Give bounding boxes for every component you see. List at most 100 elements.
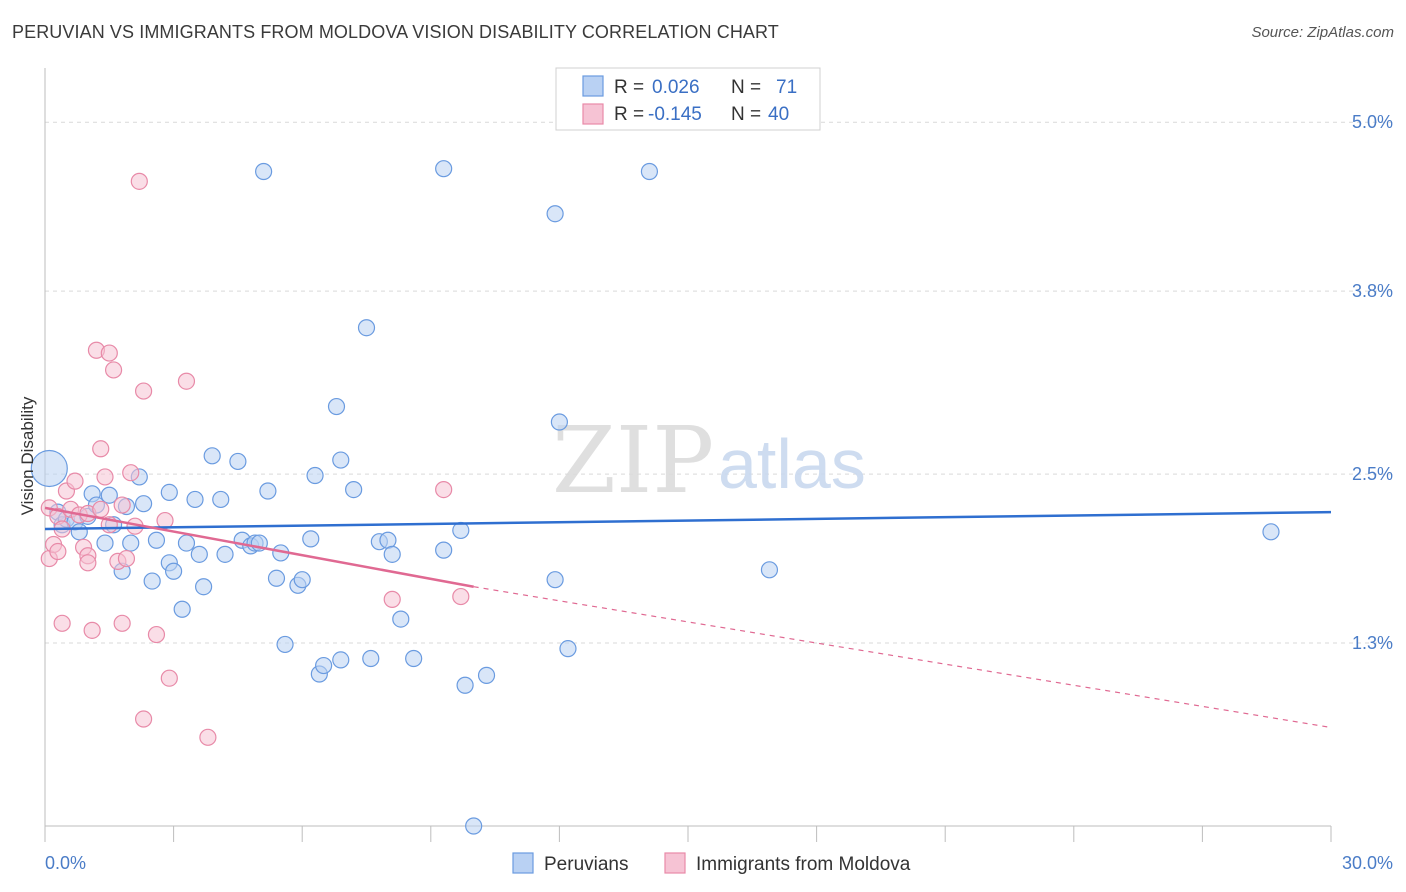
legend-r-label-blue: R = [614, 77, 644, 98]
point-peruvian-14 [122, 534, 140, 552]
point-peruvian-42 [302, 530, 320, 548]
point-peruvian-69 [1262, 523, 1280, 541]
point-peruvian-66 [559, 640, 577, 658]
point-peruvian-68 [760, 561, 779, 579]
source-label: Source: ZipAtlas.com [1251, 24, 1394, 41]
point-peruvian-21 [165, 562, 183, 580]
y-tick-label-0: 1.3% [1352, 633, 1393, 653]
point-peruvian-27 [203, 447, 221, 465]
point-moldova-4 [49, 542, 67, 561]
point-moldova-13 [83, 621, 101, 639]
chart-title: PERUVIAN VS IMMIGRANTS FROM MOLDOVA VISI… [12, 22, 779, 42]
point-moldova-37 [452, 587, 470, 606]
legend-swatch-pink [582, 103, 604, 125]
stats-legend: R = 0.026 N = 71 R = -0.145 N = 40 [555, 67, 821, 131]
point-peruvian-62 [477, 666, 496, 684]
point-peruvian-48 [332, 651, 350, 669]
watermark-zip: ZIP [552, 407, 714, 514]
point-peruvian-60 [456, 676, 474, 694]
point-peruvian-61 [465, 817, 483, 835]
point-peruvian-28 [212, 490, 230, 509]
series-moldova [40, 172, 470, 746]
y-tick-label-3: 5.0% [1352, 112, 1393, 132]
point-peruvian-17 [143, 572, 161, 590]
point-peruvian-67 [640, 162, 659, 181]
point-moldova-27 [130, 172, 148, 190]
point-peruvian-9 [96, 534, 114, 552]
point-peruvian-39 [276, 635, 294, 654]
point-peruvian-64 [546, 205, 564, 223]
point-peruvian-35 [255, 162, 273, 181]
legend-r-value-blue: 0.026 [652, 77, 700, 98]
point-moldova-23 [113, 614, 131, 632]
point-moldova-20 [104, 361, 123, 379]
trend-line-moldova-extension [473, 586, 1332, 729]
point-peruvian-45 [315, 656, 333, 675]
point-peruvian-54 [383, 545, 401, 563]
point-peruvian-65 [550, 413, 569, 431]
point-peruvian-58 [435, 541, 453, 559]
legend-n-label-blue: N = [731, 77, 761, 98]
point-peruvian-26 [195, 578, 213, 596]
point-peruvian-47 [332, 451, 350, 469]
point-peruvian-57 [435, 160, 453, 178]
point-moldova-39 [53, 614, 71, 632]
point-peruvian-51 [362, 649, 380, 668]
point-peruvian-25 [190, 545, 208, 563]
legend-swatch-peruvians [512, 852, 534, 874]
point-moldova-15 [92, 500, 110, 518]
point-moldova-25 [122, 464, 140, 482]
point-peruvian-43 [306, 466, 324, 485]
point-peruvian-41 [293, 571, 311, 589]
point-peruvian-19 [160, 483, 178, 502]
legend-n-value-pink: 40 [768, 104, 789, 125]
point-peruvian-5 [70, 523, 88, 541]
watermark: ZIP atlas [552, 407, 866, 514]
grid-lines [45, 121, 1392, 644]
point-moldova-8 [66, 472, 84, 490]
point-moldova-32 [160, 669, 178, 687]
point-peruvian-29 [216, 545, 234, 563]
point-peruvian-23 [177, 534, 196, 552]
point-peruvian-18 [147, 531, 166, 549]
tick-labels: 1.3% 2.5% 3.8% 5.0% 0.0% 30.0% [45, 112, 1393, 873]
trend-line-moldova [44, 506, 474, 588]
y-axis-title: Vision Disability [18, 396, 37, 515]
point-moldova-29 [134, 710, 153, 728]
point-peruvian-16 [134, 495, 153, 513]
trend-lines [44, 506, 1332, 729]
series-peruvians [30, 160, 1280, 835]
point-peruvian-37 [267, 569, 286, 587]
point-moldova-38 [79, 554, 97, 572]
point-moldova-33 [177, 372, 196, 390]
point-peruvian-49 [345, 480, 363, 499]
point-moldova-22 [113, 496, 131, 514]
point-peruvian-63 [546, 571, 564, 589]
point-peruvian-24 [186, 490, 204, 509]
trend-line-peruvians [44, 510, 1332, 531]
point-peruvian-10 [100, 486, 118, 504]
point-peruvian-36 [259, 482, 277, 500]
x-tick-label-1: 30.0% [1342, 853, 1393, 873]
point-peruvian-0 [30, 449, 68, 488]
legend-label-moldova: Immigrants from Moldova [696, 854, 911, 875]
point-peruvian-30 [229, 452, 247, 471]
point-peruvian-56 [405, 649, 423, 668]
series-legend: Peruvians Immigrants from Moldova [512, 852, 911, 875]
point-moldova-36 [435, 480, 453, 499]
point-peruvian-46 [327, 397, 346, 416]
axes [44, 68, 1332, 842]
legend-n-value-blue: 71 [776, 77, 797, 98]
point-peruvian-22 [173, 600, 191, 618]
legend-swatch-moldova [664, 852, 686, 874]
legend-label-peruvians: Peruvians [544, 854, 629, 875]
point-moldova-17 [96, 468, 114, 486]
legend-r-value-pink: -0.145 [648, 104, 702, 125]
y-tick-label-2: 3.8% [1352, 281, 1393, 301]
point-moldova-30 [147, 625, 166, 644]
legend-r-label-pink: R = [614, 104, 644, 125]
point-moldova-35 [383, 590, 401, 608]
point-moldova-19 [100, 344, 118, 362]
point-moldova-24 [117, 549, 136, 568]
